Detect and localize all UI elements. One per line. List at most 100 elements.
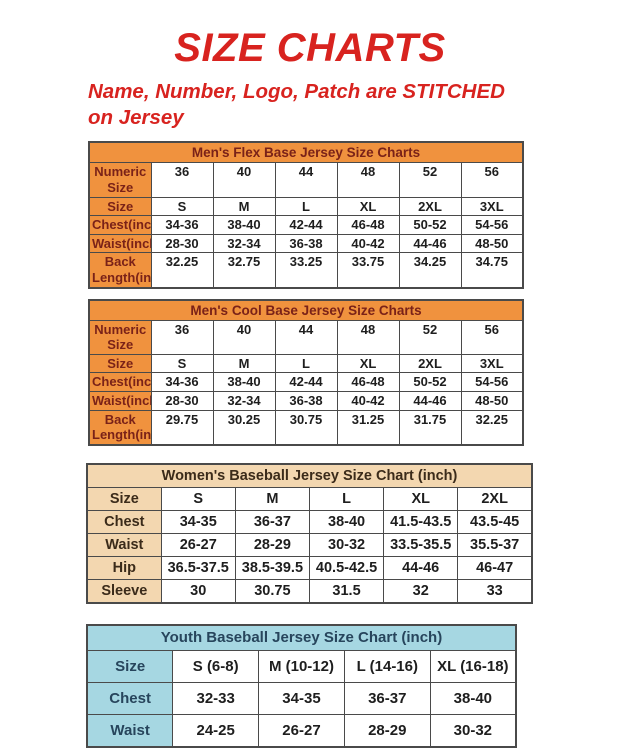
value-cell: L (14-16) (343, 649, 431, 683)
size-table-mens-flex-base: Men's Flex Base Jersey Size Charts Numeri… (88, 141, 524, 289)
value-cell: 44-46 (398, 233, 462, 254)
value-cell: 32-34 (212, 233, 276, 254)
value-cell: 3XL (460, 353, 524, 374)
value-cell: S (6-8) (172, 649, 260, 683)
row-label: Waist (86, 532, 162, 557)
table-row: Size S M L XL 2XL (86, 486, 533, 511)
value-cell: 33.5-35.5 (383, 532, 459, 557)
size-table-mens-cool-base: Men's Cool Base Jersey Size Charts Numeri… (88, 298, 524, 446)
value-cell: XL (16-18) (429, 649, 517, 683)
value-cell: 29.75 (150, 409, 214, 446)
value-cell: 48-50 (460, 391, 524, 411)
value-cell: 52 (398, 162, 462, 198)
value-cell: M (10-12) (258, 649, 345, 683)
value-cell: 52 (398, 319, 462, 355)
value-cell: S (150, 196, 214, 217)
value-cell: 2XL (457, 486, 533, 511)
size-table-youth-baseball: Youth Baseball Jersey Size Chart (inch) S… (86, 623, 517, 748)
value-cell: S (150, 353, 214, 374)
page-subtitle-line2: on Jersey (88, 106, 184, 130)
value-cell: 32 (383, 578, 459, 604)
table-title-mens-cool-base: Men's Cool Base Jersey Size Charts (88, 299, 524, 321)
row-label: Sleeve (86, 578, 162, 604)
value-cell: 26-27 (258, 713, 345, 748)
table-row: Chest 32-33 34-35 36-37 38-40 (86, 681, 517, 715)
value-cell: 34.25 (398, 252, 462, 289)
value-cell: 30.75 (234, 578, 310, 604)
value-cell: 38-40 (212, 372, 276, 392)
table-title-mens-flex-base: Men's Flex Base Jersey Size Charts (88, 141, 524, 164)
value-cell: 36-38 (274, 233, 338, 254)
value-cell: 36 (150, 319, 214, 355)
value-cell: 30.25 (212, 409, 276, 446)
table-row: Chest 34-35 36-37 38-40 41.5-43.5 43.5-45 (86, 509, 533, 534)
row-label: Size (88, 196, 152, 217)
value-cell: 42-44 (274, 372, 338, 392)
value-cell: 31.75 (398, 409, 462, 446)
table-row: Size S (6-8) M (10-12) L (14-16) XL (16-18) (86, 649, 517, 683)
value-cell: L (274, 196, 338, 217)
value-cell: 24-25 (172, 713, 260, 748)
value-cell: M (234, 486, 310, 511)
value-cell: 46-48 (336, 215, 400, 235)
value-cell: 40.5-42.5 (308, 555, 385, 580)
value-cell: 38-40 (212, 215, 276, 235)
value-cell: 38.5-39.5 (234, 555, 310, 580)
table-row: Waist 26-27 28-29 30-32 33.5-35.5 35.5-37 (86, 532, 533, 557)
value-cell: 34-36 (150, 215, 214, 235)
row-label: Size (86, 649, 174, 683)
table-row: Back Length(inch)32.2532.7533.2533.7534.… (88, 252, 524, 289)
value-cell: 32.25 (150, 252, 214, 289)
value-cell: 41.5-43.5 (383, 509, 459, 534)
value-cell: 44 (274, 319, 338, 355)
value-cell: 56 (460, 162, 524, 198)
value-cell: 33 (457, 578, 533, 604)
value-cell: 34.75 (460, 252, 524, 289)
table-row: Back Length(inch)29.7530.2530.7531.2531.… (88, 409, 524, 446)
table-row: Size S M L XL 2XL 3XL (88, 353, 524, 374)
value-cell: XL (336, 196, 400, 217)
value-cell: 26-27 (160, 532, 236, 557)
value-cell: 44-46 (398, 391, 462, 411)
table-row: Waist(inch)28-3032-3436-3840-4244-4648-5… (88, 391, 524, 411)
value-cell: 36-38 (274, 391, 338, 411)
table-row: Numeric Size 36 40 44 48 52 56 (88, 162, 524, 198)
value-cell: 32-34 (212, 391, 276, 411)
value-cell: 38-40 (429, 681, 517, 715)
value-cell: 48 (336, 319, 400, 355)
value-cell: S (160, 486, 236, 511)
value-cell: 50-52 (398, 215, 462, 235)
value-cell: 30-32 (429, 713, 517, 748)
row-label: Waist(inch) (88, 391, 152, 411)
value-cell: XL (336, 353, 400, 374)
value-cell: 42-44 (274, 215, 338, 235)
value-cell: 48 (336, 162, 400, 198)
value-cell: 46-48 (336, 372, 400, 392)
row-label: Numeric Size (88, 319, 152, 355)
value-cell: 35.5-37 (457, 532, 533, 557)
table-row: Sleeve 30 30.75 31.5 32 33 (86, 578, 533, 604)
value-cell: 40-42 (336, 233, 400, 254)
table-title-youth-baseball: Youth Baseball Jersey Size Chart (inch) (86, 624, 517, 651)
value-cell: 31.5 (308, 578, 385, 604)
value-cell: 34-36 (150, 372, 214, 392)
value-cell: 44-46 (383, 555, 459, 580)
row-label: Hip (86, 555, 162, 580)
row-label: Chest (86, 681, 174, 715)
value-cell: XL (383, 486, 459, 511)
value-cell: 46-47 (457, 555, 533, 580)
value-cell: 40 (212, 319, 276, 355)
value-cell: L (308, 486, 385, 511)
value-cell: M (212, 196, 276, 217)
table-row: Chest(inch)34-3638-4042-4446-4850-5254-5… (88, 215, 524, 235)
row-label: Waist (86, 713, 174, 748)
row-label: Size (88, 353, 152, 374)
row-label: Back Length(inch) (88, 409, 152, 446)
value-cell: 28-30 (150, 391, 214, 411)
table-row: Chest(inch)34-3638-4042-4446-4850-5254-5… (88, 372, 524, 392)
page-subtitle-line1: Name, Number, Logo, Patch are STITCHED (88, 80, 505, 103)
value-cell: 36 (150, 162, 214, 198)
table-row: Waist(inch)28-3032-3436-3840-4244-4648-5… (88, 233, 524, 254)
value-cell: 30 (160, 578, 236, 604)
